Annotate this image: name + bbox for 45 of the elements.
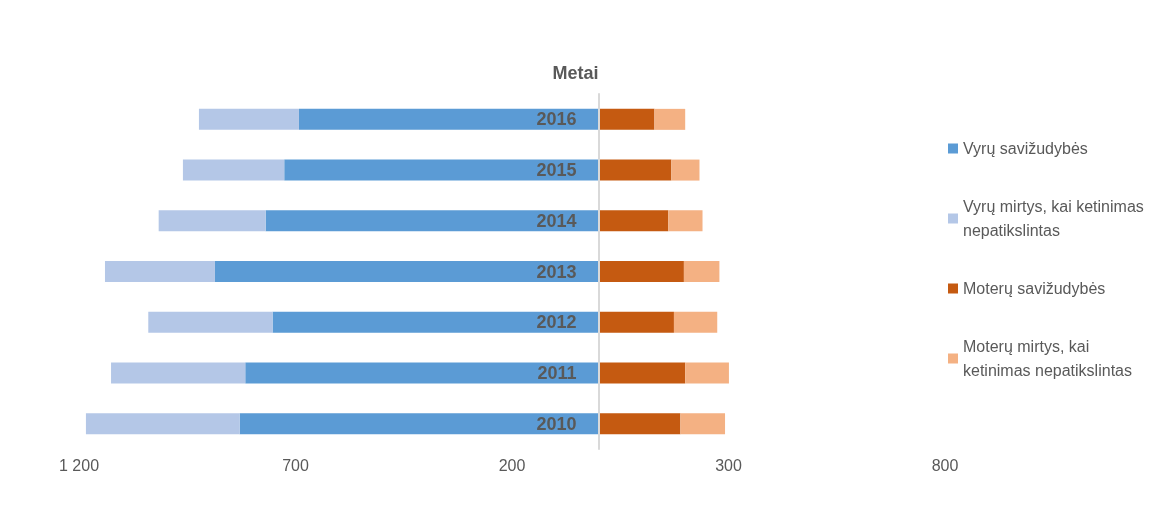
bar (245, 362, 599, 384)
bar (673, 311, 718, 333)
legend-label: Vyrų savižudybės (963, 140, 1088, 157)
bar (671, 159, 700, 181)
bar (198, 108, 299, 130)
y-tick-label: 2012 (536, 312, 577, 333)
bar (598, 311, 674, 333)
bar (265, 210, 599, 232)
y-tick-label: 2010 (536, 413, 577, 434)
bar (298, 108, 599, 130)
y-tick-label: 2011 (537, 362, 577, 383)
x-tick-label: 700 (282, 456, 309, 474)
bar (239, 413, 599, 435)
bar (654, 108, 686, 130)
x-tick-label: 300 (715, 456, 742, 474)
bar (158, 210, 266, 232)
bar (598, 159, 672, 181)
bar (598, 261, 684, 282)
legend-label: Moterų mirtys, kai ketinimas nepatikslintas (963, 338, 1132, 379)
y-axis-title: Metai (552, 63, 599, 83)
bar (104, 261, 215, 282)
bar (148, 311, 273, 333)
bar (284, 159, 599, 181)
legend-label: Vyrų mirtys, kai ketinimas nepatikslintas (963, 198, 1149, 239)
y-tick-label: 2013 (536, 261, 577, 282)
bar (683, 261, 720, 282)
y-tick-label: 2016 (536, 109, 577, 130)
y-tick-label: 2014 (536, 210, 577, 231)
bar (668, 210, 703, 232)
bar (598, 362, 686, 384)
bar (680, 413, 726, 435)
bar (598, 108, 655, 130)
bar (598, 210, 669, 232)
x-tick-label: 800 (931, 456, 959, 474)
x-tick-label: 1 200 (58, 456, 100, 474)
legend-label: Moterų savižudybės (963, 280, 1106, 297)
bar (85, 413, 240, 435)
bar (182, 159, 285, 181)
y-tick-label: 2015 (536, 160, 577, 181)
bar (214, 261, 599, 282)
bar (598, 413, 681, 435)
bar (272, 311, 599, 333)
bar (111, 362, 246, 384)
x-tick-label: 200 (498, 456, 526, 474)
bar (685, 362, 729, 384)
